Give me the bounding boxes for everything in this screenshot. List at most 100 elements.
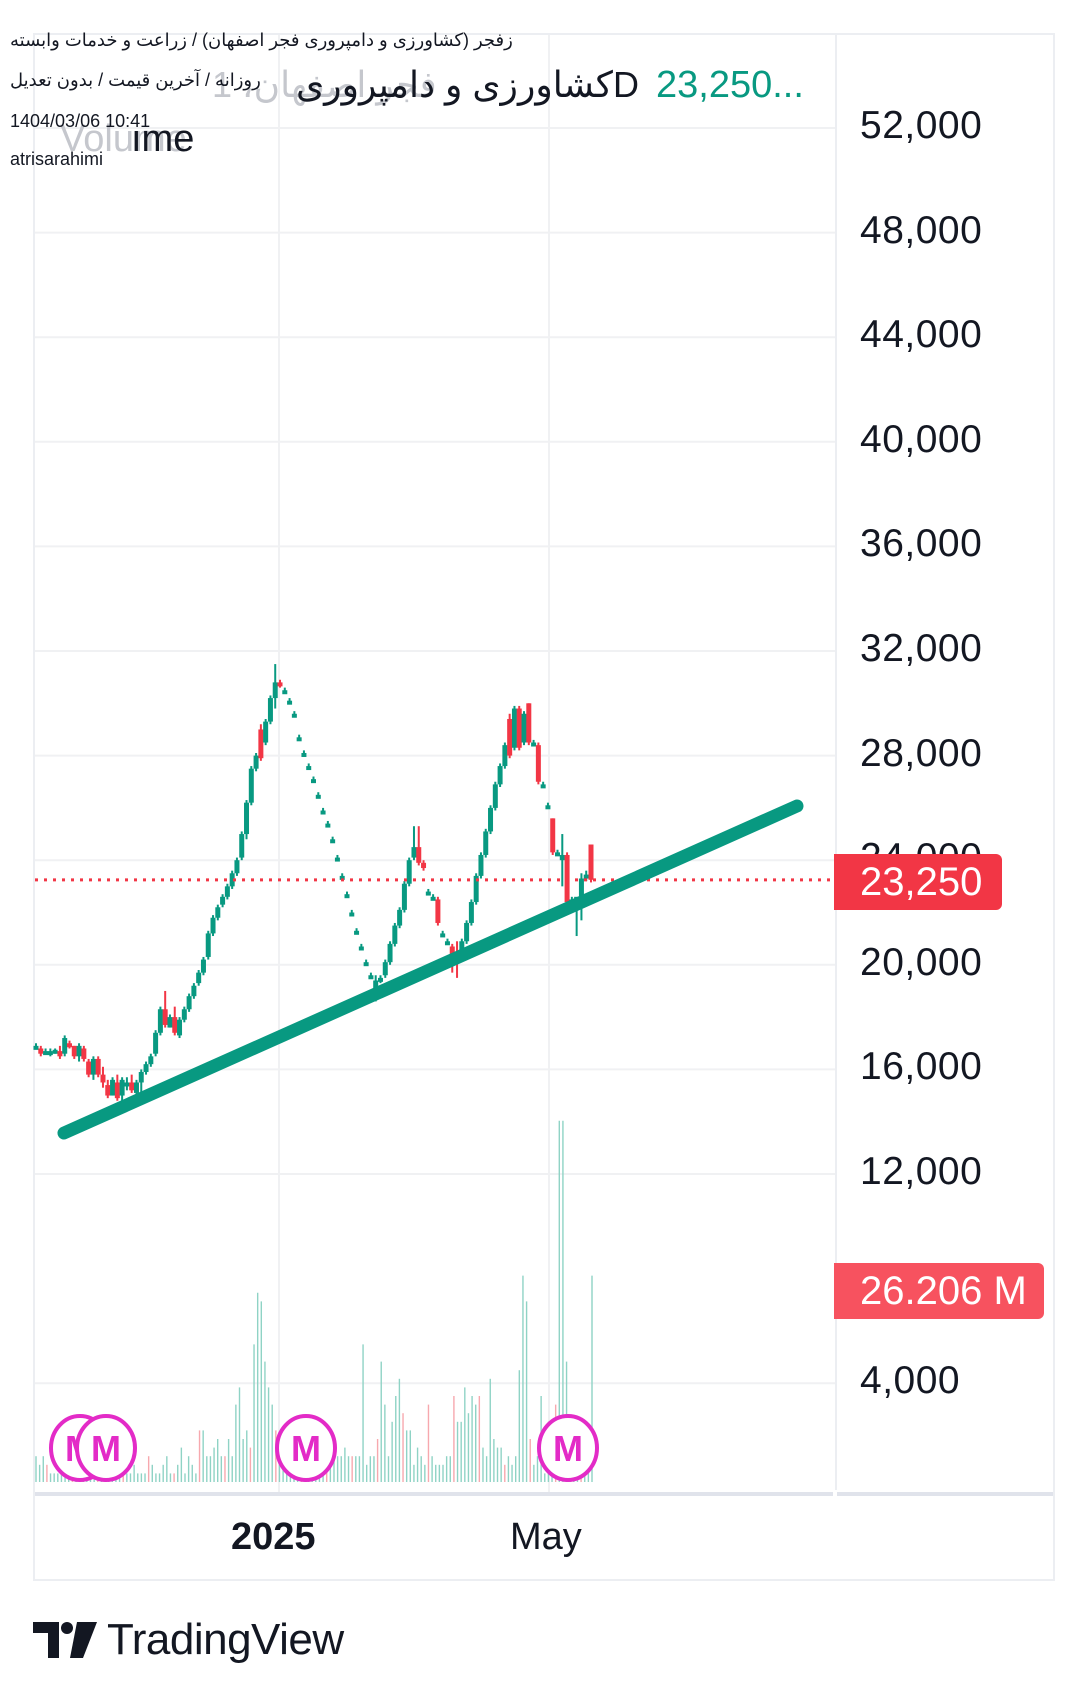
candle-up — [354, 930, 360, 935]
candle-down — [550, 818, 556, 853]
candle-down — [86, 1061, 92, 1075]
candle-up — [220, 896, 226, 905]
candle-up — [291, 713, 297, 718]
candle-up — [306, 766, 312, 771]
author-name: atrisarahimi — [10, 149, 104, 169]
candle-up — [153, 1032, 159, 1054]
candle-up — [344, 894, 350, 899]
candle-up — [124, 1082, 130, 1087]
candle-down — [105, 1085, 111, 1096]
candle-up — [148, 1056, 154, 1065]
price-tick-label: 20,000 — [860, 940, 983, 984]
candle-up — [349, 912, 355, 917]
candle-up — [363, 962, 369, 967]
candle-up — [90, 1058, 96, 1075]
candle-up — [492, 784, 498, 808]
candle-up — [177, 1019, 183, 1036]
candle-down — [435, 899, 441, 923]
candle-up — [440, 933, 446, 938]
candle-up — [411, 847, 417, 858]
chart-frame — [33, 33, 1055, 1581]
candle-up — [52, 1049, 58, 1054]
candle-up — [468, 902, 474, 923]
candle-up — [196, 972, 202, 984]
price-tick-label: 28,000 — [860, 731, 983, 775]
candle-up — [478, 854, 484, 876]
candle-up — [387, 943, 393, 963]
candle-up — [444, 941, 450, 946]
candle-up — [47, 1051, 53, 1056]
candle-up — [205, 933, 211, 957]
candle-up — [186, 996, 192, 1010]
snapshot-datetime: 1404/03/06 10:41 — [10, 111, 151, 131]
candle-down — [71, 1045, 77, 1057]
price-tick-label: 52,000 — [860, 104, 983, 147]
candle-up — [430, 896, 436, 901]
candle-up — [119, 1079, 125, 1096]
candle-down — [535, 745, 541, 782]
candle-up — [483, 831, 489, 855]
candle-up — [559, 854, 565, 861]
candle-up — [296, 737, 302, 742]
candle-up — [488, 807, 494, 832]
candle-down — [526, 703, 532, 743]
tradingview-logo[interactable]: TradingView — [33, 1618, 344, 1662]
candle-down — [129, 1082, 135, 1091]
event-marker-m[interactable]: M — [275, 1414, 337, 1482]
candle-up — [239, 834, 245, 858]
candle-up — [334, 857, 340, 862]
trendline[interactable] — [57, 799, 804, 1140]
candle-up — [531, 742, 537, 747]
svg-text:M: M — [553, 1428, 583, 1469]
legend-ghost-title: فجر اصفهان، 1 — [212, 64, 437, 105]
price-tick-label: 32,000 — [860, 627, 983, 670]
candle-down — [162, 1009, 168, 1025]
svg-text:M: M — [91, 1428, 121, 1469]
candle-up — [76, 1045, 82, 1057]
time-label-2025: 2025 — [231, 1516, 316, 1558]
candle-up — [358, 946, 364, 951]
candle-up — [545, 805, 551, 810]
svg-text:M: M — [291, 1428, 321, 1469]
candle-up — [143, 1064, 149, 1073]
candle-up — [382, 962, 388, 976]
candle-up — [191, 985, 197, 997]
candle-up — [373, 980, 379, 991]
time-axis-separator — [35, 1492, 1053, 1496]
candle-up — [377, 977, 383, 982]
candle-up — [267, 698, 273, 722]
last-price-badge: 23,250 — [834, 854, 1002, 910]
legend-volume-tail: ıme — [131, 118, 195, 160]
candle-down — [258, 729, 264, 759]
candle-up — [181, 1009, 187, 1020]
candle-up — [210, 917, 216, 934]
candle-up — [473, 875, 479, 903]
candle-up — [392, 925, 398, 944]
candle-down — [114, 1082, 120, 1099]
candle-down — [172, 1017, 178, 1033]
candle-up — [263, 721, 269, 743]
candle-up — [244, 802, 250, 835]
event-marker-m[interactable]: M — [75, 1414, 137, 1482]
candle-down — [588, 844, 594, 880]
price-tick-label: 16,000 — [860, 1045, 983, 1089]
candle-down — [95, 1058, 101, 1075]
candle-up — [167, 1017, 173, 1028]
candle-up — [401, 883, 407, 910]
time-label-may: May — [510, 1516, 582, 1558]
candle-up — [224, 886, 230, 897]
candle-up — [583, 874, 589, 879]
candle-down — [57, 1051, 63, 1057]
event-marker-m[interactable]: M — [537, 1414, 599, 1482]
symbol-full-name: زفجر (کشاورزی و دامپروری فجر اصفهان) / ز… — [10, 30, 513, 50]
tradingview-logo-icon — [33, 1622, 97, 1658]
candle-up — [215, 907, 221, 918]
candle-down — [277, 682, 283, 687]
legend-symbol-title[interactable]: کشاورزی و دامپروریD — [296, 64, 639, 105]
candle-down — [516, 708, 522, 748]
price-tick-label: 48,000 — [860, 208, 983, 252]
candle-down — [81, 1048, 87, 1059]
candle-up — [511, 708, 517, 748]
candle-up — [521, 713, 527, 743]
